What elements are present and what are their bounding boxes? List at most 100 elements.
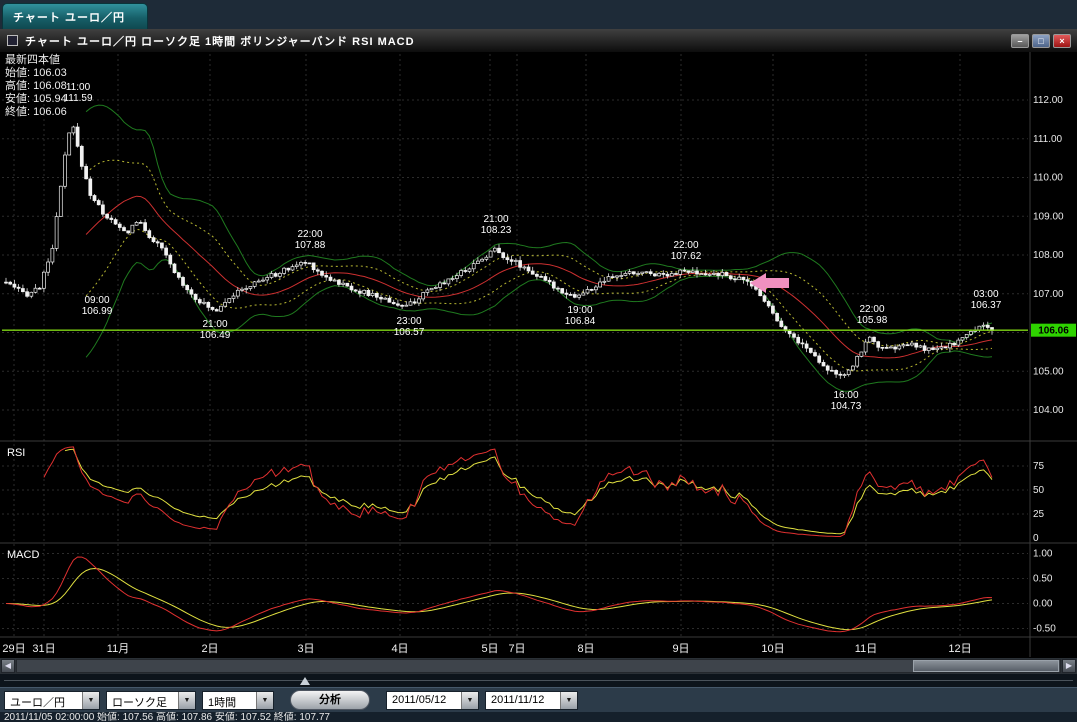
legend-open: 始値: 106.03 [5,67,67,79]
scroll-left-button[interactable]: ◀ [1,659,15,673]
svg-text:106.06: 106.06 [1038,326,1069,337]
svg-text:22:00: 22:00 [859,304,884,315]
date-from-value: 2011/05/12 [387,691,461,709]
minimize-button[interactable]: – [1011,33,1029,48]
macd-panel [5,556,993,633]
svg-text:112.00: 112.00 [1033,95,1063,106]
svg-text:31日: 31日 [32,643,55,655]
maximize-button[interactable]: □ [1032,33,1050,48]
date-to-select[interactable]: 2011/11/12 ▼ [485,690,578,710]
symbol-select-value: ユーロ／円 [5,691,82,709]
svg-text:108.00: 108.00 [1033,250,1064,261]
svg-text:03:00: 03:00 [973,289,998,300]
svg-text:110.00: 110.00 [1033,173,1063,184]
current-price-badge [1031,323,1076,337]
time-slider[interactable] [0,674,1077,687]
status-text: 2011/11/05 02:00:00 始値: 107.56 高値: 107.8… [4,712,330,722]
svg-text:108.23: 108.23 [481,225,512,236]
svg-text:10日: 10日 [761,643,784,655]
latest-ohlc-legend: 最新四本値 始値: 106.03 高値: 106.08 安値: 105.94 終… [5,54,67,119]
svg-text:21:00: 21:00 [483,214,508,225]
svg-text:11日: 11日 [855,643,877,655]
svg-text:107.62: 107.62 [671,251,702,262]
window-controls: – □ × [1011,33,1073,48]
interval-select[interactable]: 1時間 ▼ [202,690,274,710]
svg-text:0: 0 [1033,533,1039,544]
rsi-panel [43,446,993,537]
svg-text:29日: 29日 [2,643,25,655]
svg-text:19:00: 19:00 [567,305,592,316]
chart-type-select[interactable]: ローソク足 ▼ [106,690,196,710]
date-from-select[interactable]: 2011/05/12 ▼ [386,690,479,710]
chart-canvas[interactable]: 112.00 111.00 110.00 109.00 108.00 107.00 106.… [0,52,1077,658]
svg-text:11月: 11月 [107,643,129,655]
svg-text:5日: 5日 [481,643,498,655]
legend-low: 安値: 105.94 [5,93,67,105]
svg-text:16:00: 16:00 [833,390,858,401]
svg-text:7日: 7日 [508,643,525,655]
svg-text:3日: 3日 [297,643,314,655]
chevron-down-icon[interactable]: ▼ [461,691,478,709]
close-button[interactable]: × [1053,33,1071,48]
bottom-toolbar: ユーロ／円 ▼ ローソク足 ▼ 1時間 ▼ 分析 2011/05/12 ▼ 20… [0,687,1077,712]
svg-text:12日: 12日 [948,643,971,655]
scrollbar-track[interactable] [16,659,1061,673]
svg-text:106.49: 106.49 [200,330,231,341]
svg-text:107.00: 107.00 [1033,289,1064,300]
svg-text:-0.50: -0.50 [1033,624,1056,635]
svg-text:50: 50 [1033,485,1045,496]
time-slider-track [4,680,1073,681]
svg-text:RSI: RSI [7,447,25,459]
svg-text:25: 25 [1033,509,1045,520]
chart-type-select-value: ローソク足 [107,691,178,709]
highlight-arrow-icon [750,273,789,293]
svg-text:11:00: 11:00 [66,82,91,93]
analyze-button[interactable]: 分析 [290,690,370,710]
tab-chart-eurjpy[interactable]: チャート ユーロ／円 [2,3,148,29]
svg-text:107.88: 107.88 [295,240,326,251]
titlebar[interactable]: チャート ユーロ／円 ローソク足 1時間 ボリンジャーバンド RSI MACD … [0,29,1077,52]
chevron-down-icon[interactable]: ▼ [560,691,577,709]
svg-text:22:00: 22:00 [297,229,322,240]
svg-text:23:00: 23:00 [396,316,421,327]
window-title: チャート ユーロ／円 ローソク足 1時間 ボリンジャーバンド RSI MACD [25,35,415,48]
chevron-down-icon[interactable]: ▼ [256,691,273,709]
chart-window-icon [7,35,18,46]
svg-text:106.57: 106.57 [394,327,425,338]
chevron-down-icon[interactable]: ▼ [178,691,195,709]
svg-text:0.50: 0.50 [1033,574,1053,585]
chart-area: 112.00 111.00 110.00 109.00 108.00 107.00 106.… [0,52,1077,658]
chevron-down-icon[interactable]: ▼ [82,691,99,709]
status-bar: 2011/11/05 02:00:00 始値: 107.56 高値: 107.8… [0,712,1077,722]
svg-text:104.73: 104.73 [831,401,862,412]
svg-text:21:00: 21:00 [202,319,227,330]
svg-text:105.00: 105.00 [1033,366,1064,377]
svg-text:4日: 4日 [391,643,408,655]
svg-text:8日: 8日 [577,643,594,655]
chart-scrollbar[interactable]: ◀ ▶ [0,658,1077,674]
date-to-value: 2011/11/12 [486,691,560,709]
tab-label: チャート ユーロ／円 [13,11,125,24]
svg-text:2日: 2日 [201,643,218,655]
interval-select-value: 1時間 [203,691,256,709]
svg-text:09:00: 09:00 [84,295,109,306]
legend-high: 高値: 106.08 [5,80,67,92]
scrollbar-thumb[interactable] [913,660,1059,672]
svg-text:104.00: 104.00 [1033,405,1064,416]
symbol-select[interactable]: ユーロ／円 ▼ [4,690,100,710]
legend-title: 最新四本値 [5,54,60,66]
svg-text:9日: 9日 [672,643,689,655]
scroll-right-button[interactable]: ▶ [1062,659,1076,673]
svg-text:111.59: 111.59 [63,93,93,104]
svg-text:22:00: 22:00 [673,240,698,251]
svg-text:111.00: 111.00 [1033,134,1063,145]
legend-close: 終値: 106.06 [5,106,67,118]
svg-text:0.00: 0.00 [1033,599,1053,610]
svg-text:75: 75 [1033,461,1045,472]
svg-text:106.99: 106.99 [82,306,113,317]
svg-text:105.98: 105.98 [857,315,888,326]
svg-text:106.37: 106.37 [971,300,1002,311]
time-slider-marker-icon[interactable] [300,677,310,685]
svg-text:MACD: MACD [7,549,39,561]
svg-text:106.84: 106.84 [565,316,596,327]
